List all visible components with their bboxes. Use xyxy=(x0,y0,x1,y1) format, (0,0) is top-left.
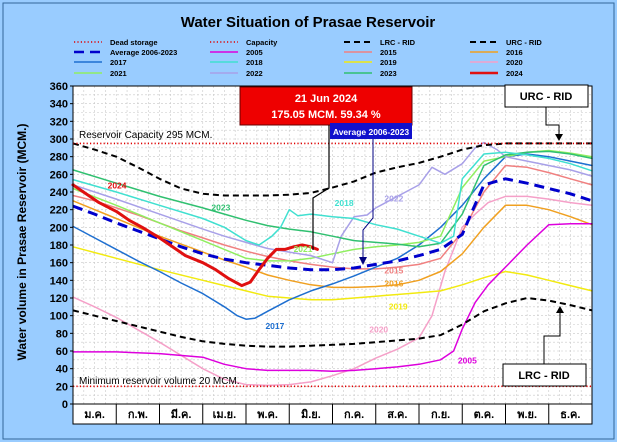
minimum-annotation: Minimum reservoir volume 20 MCM. xyxy=(79,376,240,387)
y-tick-label: 280 xyxy=(50,152,68,164)
y-tick-label: 120 xyxy=(50,293,68,305)
series-labels: 2024 2023 2018 2022 2021 2015 2016 2019 2017 2020… xyxy=(108,180,478,365)
average-pointer xyxy=(362,139,374,258)
series-label-y2015: 2015 xyxy=(384,265,403,275)
series-label-y2005: 2005 xyxy=(458,355,477,365)
legend-label-urc: URC - RID xyxy=(506,38,542,47)
y-tick-label: 180 xyxy=(50,240,68,252)
series-y2005 xyxy=(72,223,593,373)
y-tick-label: 360 xyxy=(50,81,68,93)
x-tick-label: พ.ย. xyxy=(517,409,537,421)
series-y2018 xyxy=(72,151,593,246)
series-group xyxy=(71,141,593,388)
urc-box-label: URC - RID xyxy=(520,91,573,103)
legend-label-y2021: 2021 xyxy=(110,69,127,78)
series-label-y2022: 2022 xyxy=(384,194,403,204)
y-tick-label: 300 xyxy=(50,134,68,146)
series-label-y2023: 2023 xyxy=(211,203,230,213)
x-tick-label: ก.ค. xyxy=(344,409,364,421)
legend-label-y2020: 2020 xyxy=(506,58,523,67)
legend: Dead storage Capacity LRC - RID URC - RID Av… xyxy=(74,38,542,78)
series-y2020 xyxy=(72,195,593,387)
current-date: 21 Jun 2024 xyxy=(295,93,358,105)
legend-label-capacity: Capacity xyxy=(246,38,278,47)
y-tick-label: 20 xyxy=(56,381,68,393)
series-label-y2019: 2019 xyxy=(389,301,408,311)
x-tick-label: ก.พ. xyxy=(128,409,148,421)
series-y2024 xyxy=(71,183,319,288)
series-y2019 xyxy=(72,246,593,301)
series-label-y2020: 2020 xyxy=(369,324,388,334)
x-tick-label: เม.ย. xyxy=(213,409,237,421)
x-tick-label: ส.ค. xyxy=(387,409,407,421)
current-pointer xyxy=(312,125,330,250)
y-tick-label: 340 xyxy=(50,99,68,111)
legend-label-y2017: 2017 xyxy=(110,58,127,67)
y-tick-label: 60 xyxy=(56,346,68,358)
current-value: 175.05 MCM. 59.34 % xyxy=(271,109,381,121)
y-tick-label: 220 xyxy=(50,205,68,217)
legend-label-y2018: 2018 xyxy=(246,58,263,67)
y-tick-label: 140 xyxy=(50,275,68,287)
series-y2021 xyxy=(72,149,593,262)
y-tick-label: 40 xyxy=(56,364,68,376)
lrc-pointer xyxy=(543,312,561,364)
axes: 0 20 40 60 80 100 120 140 160 180 200 220 240 260 280 3… xyxy=(50,81,593,425)
urc-pointer xyxy=(545,107,560,135)
series-y2017 xyxy=(72,153,593,320)
y-tick-label: 80 xyxy=(56,328,68,340)
x-tick-label: พ.ค. xyxy=(257,409,278,421)
x-tick-label: ม.ค. xyxy=(84,409,105,421)
legend-label-y2024: 2024 xyxy=(506,69,524,78)
urc-arrowhead xyxy=(555,134,563,141)
average-box-label: Average 2006-2023 xyxy=(333,127,410,137)
legend-label-y2016: 2016 xyxy=(506,48,523,57)
average-arrowhead xyxy=(359,257,367,265)
series-label-y2018: 2018 xyxy=(335,198,354,208)
series-label-y2017: 2017 xyxy=(265,321,284,331)
y-tick-label: 320 xyxy=(50,116,68,128)
y-tick-label: 0 xyxy=(62,399,68,411)
y-axis-label: Water volume in Prasae Reservoir (MCM.) xyxy=(15,124,29,361)
lrc-box-label: LRC - RID xyxy=(518,370,569,382)
outer-border xyxy=(2,2,615,440)
legend-label-y2015: 2015 xyxy=(380,48,397,57)
y-tick-label: 200 xyxy=(50,222,68,234)
y-tick-label: 240 xyxy=(50,187,68,199)
legend-label-y2023: 2023 xyxy=(380,69,397,78)
series-urc xyxy=(72,142,592,197)
series-label-y2021: 2021 xyxy=(294,244,313,254)
current-value-box xyxy=(239,86,413,126)
series-label-y2016: 2016 xyxy=(384,279,403,289)
legend-label-avg: Average 2006-2023 xyxy=(110,48,177,57)
x-tick-label: มี.ค. xyxy=(171,408,192,421)
legend-label-y2022: 2022 xyxy=(246,69,263,78)
y-tick-label: 160 xyxy=(50,258,68,270)
series-lrc xyxy=(72,297,593,348)
x-tick-label: มิ.ย. xyxy=(301,408,321,421)
y-tick-label: 260 xyxy=(50,169,68,181)
legend-label-lrc: LRC - RID xyxy=(380,38,416,47)
chart-title: Water Situation of Prasae Reservoir xyxy=(181,14,436,31)
average-box xyxy=(330,123,412,139)
legend-label-y2019: 2019 xyxy=(380,58,397,67)
x-tick-label: ก.ย. xyxy=(431,409,450,421)
lrc-arrowhead xyxy=(556,306,564,313)
legend-label-y2005: 2005 xyxy=(246,48,263,57)
series-y2022 xyxy=(72,141,593,264)
y-tick-label: 100 xyxy=(50,311,68,323)
legend-label-dead: Dead storage xyxy=(110,38,158,47)
x-tick-label: ต.ค. xyxy=(474,409,495,421)
x-tick-label: ธ.ค. xyxy=(560,409,580,421)
capacity-annotation: Reservoir Capacity 295 MCM. xyxy=(79,130,212,141)
series-label-y2024: 2024 xyxy=(108,180,127,190)
